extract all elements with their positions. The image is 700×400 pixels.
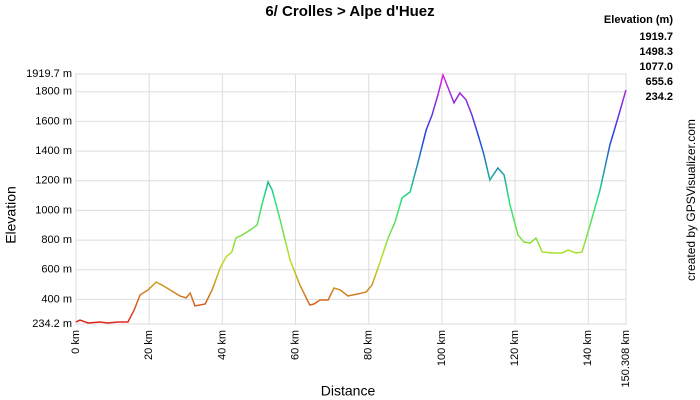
y-tick-label: 1600 m <box>35 115 72 127</box>
legend-value: 1498.3 <box>639 46 673 58</box>
x-tick-label: 80 km <box>363 330 375 360</box>
y-tick-label: 600 m <box>41 264 72 276</box>
y-tick-label: 1800 m <box>35 86 72 98</box>
x-tick-label: 0 km <box>70 330 82 354</box>
plot-area <box>75 73 627 325</box>
legend-value: 1077.0 <box>639 61 673 73</box>
x-tick-label: 150.308 km <box>620 330 632 387</box>
x-tick-label: 140 km <box>582 330 594 366</box>
y-tick-label: 234.2 m <box>32 318 72 330</box>
x-axis-title: Distance <box>321 383 376 399</box>
y-axis-title: Elevation <box>3 186 19 244</box>
x-tick-label: 40 km <box>216 330 228 360</box>
y-tick-label: 800 m <box>41 234 72 246</box>
y-tick-label: 1200 m <box>35 175 72 187</box>
x-tick-label: 120 km <box>509 330 521 366</box>
x-tick-label: 20 km <box>143 330 155 360</box>
y-tick-label: 1919.7 m <box>26 68 72 80</box>
legend-value: 234.2 <box>645 91 673 103</box>
elevation-line <box>75 72 627 324</box>
x-tick-label: 60 km <box>289 330 301 360</box>
legend-value: 655.6 <box>645 76 673 88</box>
legend-title: Elevation (m) <box>604 14 673 26</box>
chart-title: 6/ Crolles > Alpe d'Huez <box>265 3 434 20</box>
credit: created by GPSVisualizer.com <box>684 119 698 281</box>
x-tick-label: 100 km <box>436 330 448 366</box>
y-tick-label: 400 m <box>41 293 72 305</box>
y-tick-label: 1000 m <box>35 204 72 216</box>
y-tick-label: 1400 m <box>35 145 72 157</box>
legend-value: 1919.7 <box>639 31 673 43</box>
